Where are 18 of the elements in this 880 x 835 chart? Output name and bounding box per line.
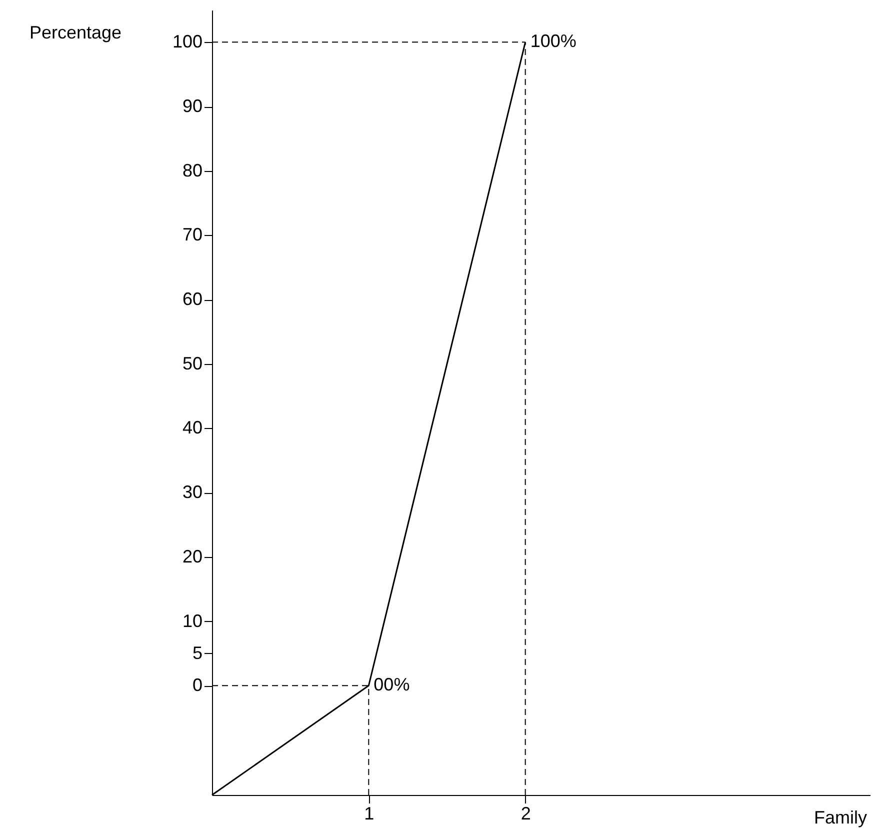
- y-axis-title: Percentage: [29, 22, 122, 42]
- y-tick-label: 90: [182, 96, 202, 116]
- y-tick-label: 30: [182, 482, 202, 502]
- y-tick-label: 5: [192, 642, 202, 663]
- y-tick-label: 10: [182, 610, 202, 631]
- annotation: 100%: [530, 31, 576, 52]
- y-tick-label: 100: [172, 32, 202, 52]
- x-tick-label: 1: [364, 804, 374, 824]
- x-axis-title: Family: [814, 808, 867, 828]
- y-tick-label: 40: [182, 418, 202, 438]
- y-tick-label: 0: [192, 675, 202, 696]
- y-tick-label: 70: [182, 224, 202, 245]
- annotation: 00%: [374, 674, 410, 695]
- y-tick-label: 50: [182, 353, 202, 374]
- y-tick-label: 20: [182, 546, 202, 566]
- y-tick-label: 60: [182, 289, 202, 310]
- y-tick-label: 80: [182, 160, 202, 180]
- x-tick-label: 2: [520, 804, 531, 824]
